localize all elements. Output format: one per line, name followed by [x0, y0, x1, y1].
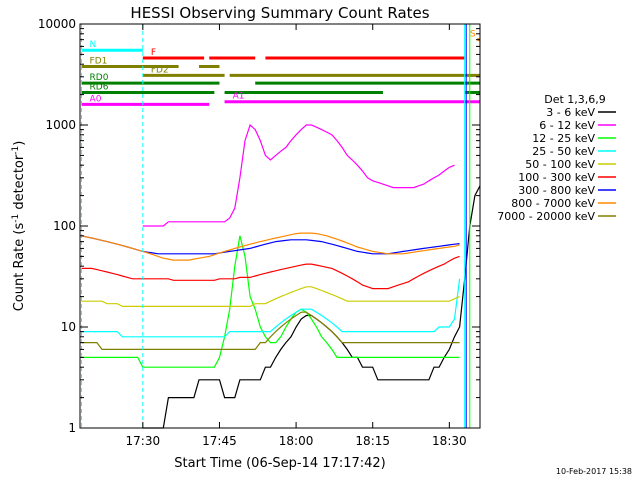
legend-label-4: 50 - 100 keV — [525, 158, 595, 171]
bar-label-7: A0 — [90, 94, 102, 104]
x-tick-label-1: 17:45 — [202, 434, 237, 448]
legend-label-8: 7000 - 20000 keV — [497, 210, 595, 223]
bar-label-1: N — [90, 40, 97, 50]
bar-label-3: FD1 — [90, 56, 108, 66]
x-tick-label-2: 18:00 — [279, 434, 314, 448]
x-axis-label: Start Time (06-Sep-14 17:17:42) — [174, 456, 385, 471]
y-tick-label-2: 100 — [53, 219, 76, 233]
x-tick-label-3: 18:15 — [355, 434, 390, 448]
bar-label-8: A1 — [233, 92, 245, 102]
y-tick-label-4: 10000 — [38, 17, 76, 31]
vertical-markers — [81, 24, 471, 428]
legend-label-5: 100 - 300 keV — [518, 171, 595, 184]
legend-label-1: 6 - 12 keV — [539, 119, 595, 132]
series-line-1 — [142, 123, 455, 227]
series-group — [81, 123, 481, 429]
bar-label-2: F — [151, 48, 156, 58]
series-line-3 — [81, 278, 461, 338]
series-line-2 — [81, 235, 460, 368]
bar-label-4: FD2 — [151, 65, 169, 75]
legend-title: Det 1,3,6,9 — [544, 93, 606, 106]
series-line-8 — [81, 311, 460, 350]
series-line-7 — [81, 232, 460, 261]
legend-label-0: 3 - 6 keV — [546, 106, 595, 119]
y-axis: 1 10 100 1000 10000 — [38, 17, 480, 435]
date-stamp: 10-Feb-2017 15:38 — [556, 467, 632, 476]
legend-label-6: 300 - 800 keV — [518, 184, 595, 197]
series-line-4 — [81, 286, 460, 307]
y-tick-label-3: 1000 — [45, 118, 76, 132]
legend-label-2: 12 - 25 keV — [532, 132, 595, 145]
bar-label-5: RD0 — [90, 73, 109, 83]
chart-title: HESSI Observing Summary Count Rates — [130, 4, 429, 22]
legend-label-3: 25 - 50 keV — [532, 145, 595, 158]
y-tick-label-0: 1 — [68, 421, 76, 435]
legend-label-7: 800 - 7000 keV — [511, 197, 595, 210]
y-axis-label: Count Rate (s-1 detector-1) — [11, 141, 27, 312]
x-tick-label-0: 17:30 — [126, 434, 161, 448]
bar-label-6: RD6 — [90, 82, 109, 92]
bar-label-0: S — [470, 30, 476, 40]
y-tick-label-1: 10 — [61, 320, 76, 334]
x-axis: 17:30 17:45 18:00 18:15 18:30 — [126, 24, 467, 448]
series-line-5 — [81, 255, 460, 290]
x-tick-label-4: 18:30 — [432, 434, 467, 448]
